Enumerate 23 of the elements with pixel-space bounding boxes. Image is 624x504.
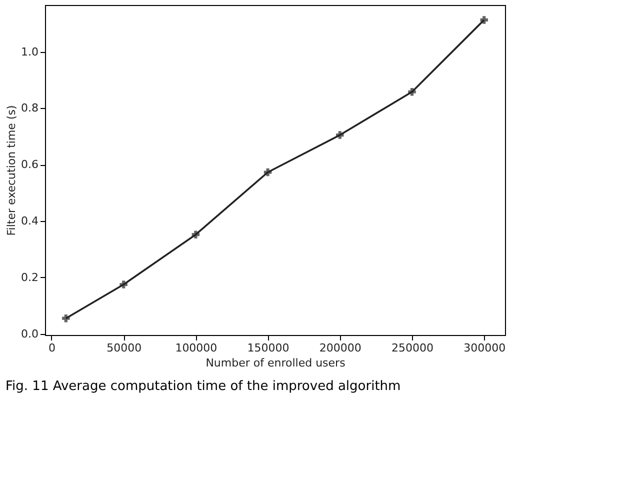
point <box>408 88 416 96</box>
y-tick-label: 0.8 <box>21 102 38 115</box>
x-tick-label: 50000 <box>106 342 142 354</box>
y-axis-title: Filter execution time (s) <box>5 105 18 236</box>
x-tick-label: 300000 <box>464 342 506 354</box>
x-tick-label: 200000 <box>319 342 362 354</box>
point <box>120 280 128 288</box>
y-tick-label: 0.4 <box>21 214 38 228</box>
point <box>192 230 200 238</box>
point <box>336 131 344 139</box>
y-tick-label: 0.0 <box>21 327 38 340</box>
y-tick-label: 1.0 <box>21 45 38 58</box>
x-tick-label: 0 <box>48 342 56 354</box>
x-axis-title: Number of enrolled users <box>206 356 346 370</box>
point <box>264 168 272 176</box>
y-tick-label: 0.2 <box>21 270 38 284</box>
y-tick-label: 0.6 <box>21 158 38 172</box>
point <box>62 314 70 322</box>
x-tick-label: 250000 <box>391 342 434 354</box>
caption: Fig. 11 Average computation time of the improved algorithm <box>6 379 401 394</box>
x-tick-label: 150000 <box>247 342 290 354</box>
x-tick-label: 100000 <box>175 342 218 354</box>
point <box>480 16 488 24</box>
